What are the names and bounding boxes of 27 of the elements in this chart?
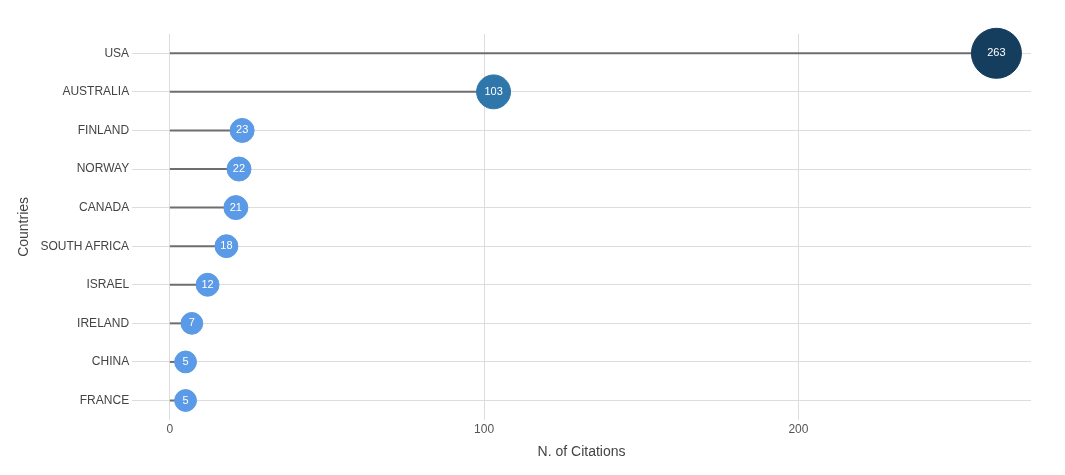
point [180, 311, 204, 335]
y-tick-label: FRANCE [79, 392, 130, 407]
y-tick-label: CANADA [79, 199, 130, 214]
x-tick-label: 0 [166, 422, 174, 437]
point [174, 350, 197, 374]
y-tick-label: CHINA [91, 354, 130, 369]
y-tick-label: IRELAND [77, 315, 130, 330]
data-label: 22 [232, 162, 246, 175]
y-tick-label: ISRAEL [86, 277, 130, 292]
data-label: 7 [188, 316, 195, 329]
y-tick-label: SOUTH AFRICA [40, 238, 130, 253]
data-label: 5 [182, 393, 189, 406]
y-tick-label: USA [104, 45, 130, 60]
y-tick-label: FINLAND [77, 122, 130, 137]
data-label: 18 [220, 239, 233, 252]
x-tick-label: 200 [788, 422, 809, 437]
y-tick-label: AUSTRALIA [62, 84, 130, 99]
data-label: 5 [182, 354, 189, 367]
data-label: 263 [987, 46, 1006, 59]
data-label: 21 [229, 200, 242, 213]
data-label: 23 [236, 123, 249, 136]
x-axis-title: N. of Citations [537, 443, 626, 460]
data-label: 12 [201, 277, 214, 290]
y-tick-label: NORWAY [76, 161, 130, 176]
x-tick-label: 100 [474, 422, 495, 437]
data-label: 103 [484, 84, 503, 97]
y-axis-title: Countries [15, 196, 32, 257]
